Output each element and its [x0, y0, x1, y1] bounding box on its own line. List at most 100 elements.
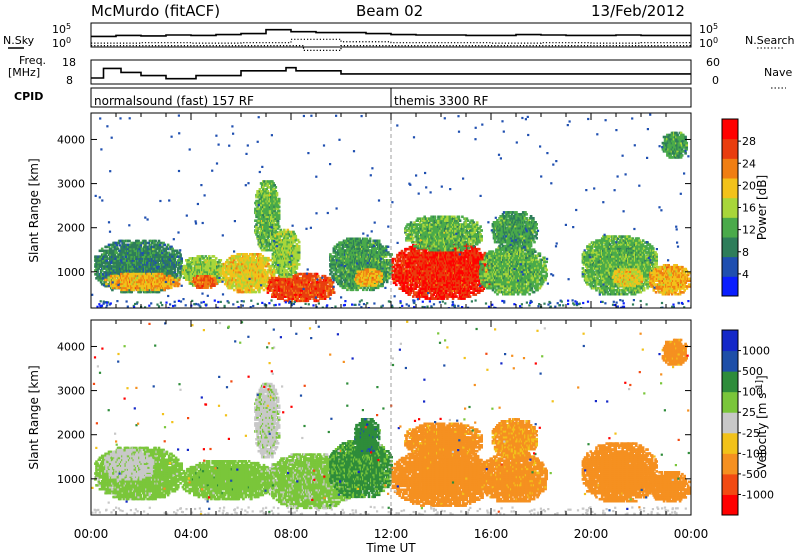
power-cell — [141, 255, 145, 258]
power-cell — [306, 299, 310, 303]
power-cell — [94, 269, 97, 272]
power-cell — [268, 279, 272, 282]
power-cell — [124, 290, 128, 294]
power-cell — [175, 253, 179, 256]
nsearch-label: N.Search — [745, 34, 795, 47]
power-cell — [183, 272, 187, 276]
power-cell — [120, 272, 123, 276]
power-cell — [214, 278, 217, 282]
power-cell — [245, 254, 249, 258]
power-cell — [273, 209, 276, 213]
power-cell — [289, 263, 293, 266]
power-cell — [329, 279, 333, 282]
power-cell — [120, 253, 123, 256]
power-cell — [331, 255, 334, 258]
power-cell — [278, 273, 281, 276]
power-cell — [95, 261, 98, 264]
power-cell — [254, 207, 257, 211]
freq-label-line2: [MHz] — [8, 66, 40, 79]
power-cell — [294, 236, 298, 240]
power-cell — [272, 203, 275, 207]
power-cell — [165, 275, 169, 278]
power-cell — [104, 280, 107, 284]
power-cell — [311, 274, 314, 278]
power-cell — [112, 267, 115, 270]
power-cell — [299, 293, 303, 296]
power-cell — [271, 255, 275, 258]
power-cell — [332, 291, 336, 294]
power-cell — [316, 281, 320, 284]
power-cell — [208, 284, 211, 287]
power-cell — [258, 188, 262, 191]
power-cell — [294, 251, 298, 254]
power-cell — [154, 272, 157, 276]
power-cell — [264, 258, 268, 262]
power-cell — [211, 260, 214, 264]
power-cell — [270, 281, 273, 284]
power-cell — [116, 280, 120, 284]
power-cell — [266, 242, 270, 246]
power-cell — [173, 269, 177, 272]
power-cell — [292, 230, 295, 234]
power-cell — [266, 291, 270, 294]
power-echo-region — [191, 275, 218, 289]
power-cell — [155, 243, 158, 247]
power-cell — [270, 268, 274, 272]
power-cell — [162, 276, 165, 280]
power-cell — [157, 265, 161, 268]
power-cell — [320, 289, 323, 292]
power-cell — [292, 263, 295, 266]
power-cell — [239, 260, 243, 264]
power-cell — [278, 242, 281, 246]
power-cell — [105, 261, 108, 264]
power-cell — [261, 266, 265, 270]
power-cell — [265, 244, 268, 248]
power-cell — [193, 284, 196, 287]
power-cell — [115, 243, 119, 247]
power-cell — [139, 243, 143, 247]
power-cell — [117, 241, 121, 245]
power-cell — [215, 282, 218, 286]
power-cell — [126, 272, 130, 276]
power-cell — [122, 241, 126, 245]
power-cell — [143, 274, 147, 278]
power-cell — [147, 253, 151, 256]
power-cell — [112, 286, 115, 290]
power-cell — [150, 276, 154, 280]
power-cell — [295, 263, 299, 266]
power-cell — [270, 235, 273, 238]
power-cell — [278, 293, 281, 296]
power-cell — [167, 286, 171, 290]
power-cell — [252, 258, 255, 262]
power-cell — [104, 253, 107, 256]
power-cell — [331, 289, 335, 292]
power-cell — [172, 251, 176, 255]
power-cell — [256, 237, 259, 240]
power-cell — [195, 278, 198, 282]
power-cell — [160, 272, 164, 276]
power-cell — [174, 277, 178, 280]
nsky-label: N.Sky — [3, 34, 34, 47]
power-cell — [291, 279, 295, 282]
power-cell — [153, 253, 156, 256]
power-cell — [293, 232, 296, 236]
power-cell — [245, 253, 249, 256]
power-cell — [105, 284, 108, 288]
power-cell — [276, 219, 280, 222]
power-cell — [210, 276, 214, 280]
power-cell — [272, 270, 276, 274]
power-cell — [175, 280, 179, 284]
power-cell — [226, 258, 229, 262]
power-cell — [272, 221, 275, 224]
power-cell — [142, 272, 146, 276]
power-cell — [292, 261, 295, 264]
power-cell — [285, 238, 288, 242]
power-cell — [233, 288, 236, 292]
power-cell — [258, 209, 262, 213]
power-cell — [114, 241, 118, 245]
power-cell — [106, 275, 110, 278]
power-cell — [262, 272, 266, 276]
power-cell — [166, 261, 170, 264]
power-cell — [295, 261, 299, 264]
